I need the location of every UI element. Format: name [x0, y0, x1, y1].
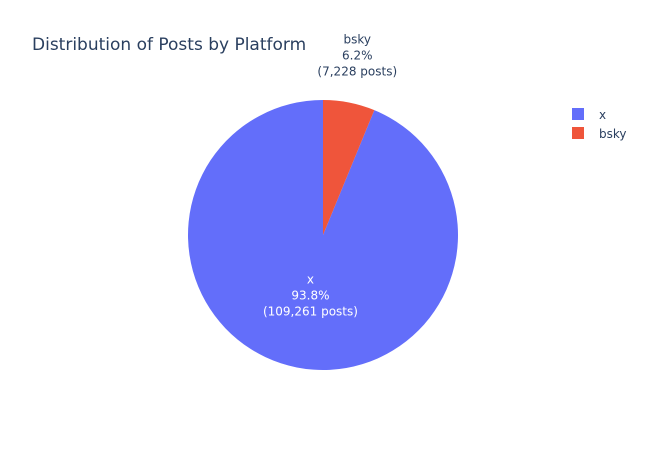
pie-slice-bsky[interactable] — [323, 100, 375, 235]
slice-label-bsky: bsky 6.2% (7,228 posts) — [317, 32, 397, 78]
legend-item-bsky[interactable]: bsky — [572, 127, 627, 141]
legend-swatch-bsky — [572, 127, 584, 139]
chart-title: Distribution of Posts by Platform — [32, 35, 306, 55]
slice-label-x: x 93.8% (109,261 posts) — [263, 273, 358, 319]
pie-slices — [187, 100, 459, 370]
legend-label-bsky: bsky — [599, 127, 627, 141]
legend: x bsky — [572, 108, 627, 141]
legend-label-x: x — [599, 108, 606, 122]
legend-swatch-x — [572, 108, 584, 120]
legend-item-x[interactable]: x — [572, 108, 606, 122]
slice-labels: x 93.8% (109,261 posts) bsky 6.2% (7,228 post… — [263, 32, 397, 318]
